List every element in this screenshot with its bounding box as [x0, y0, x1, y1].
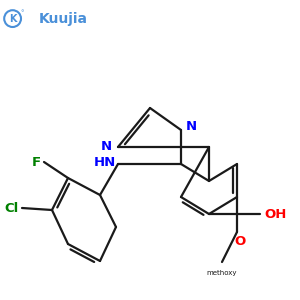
Text: F: F	[32, 155, 41, 169]
Text: methoxy: methoxy	[207, 269, 237, 275]
Text: N: N	[185, 121, 197, 134]
Text: K: K	[9, 14, 16, 24]
Text: Kuujia: Kuujia	[39, 13, 88, 26]
Text: OH: OH	[265, 208, 287, 220]
Text: HN: HN	[94, 156, 116, 169]
Text: Cl: Cl	[5, 202, 19, 214]
Text: N: N	[101, 140, 112, 154]
Text: O: O	[234, 235, 246, 248]
Text: °: °	[20, 10, 24, 16]
